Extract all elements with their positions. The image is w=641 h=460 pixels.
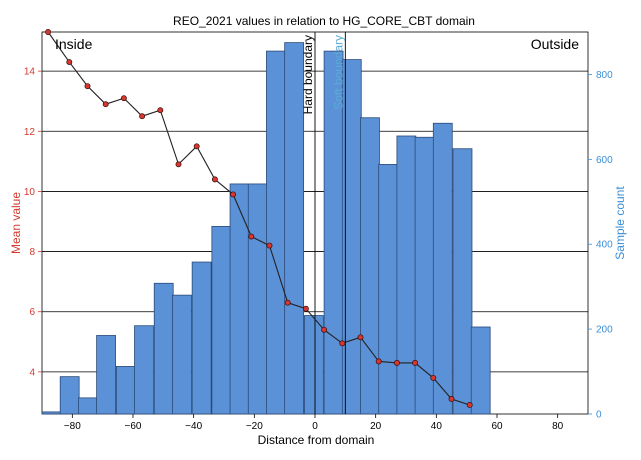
chart-title: REO_2021 values in relation to HG_CORE_C… <box>173 14 475 28</box>
mean-value-point-10 <box>230 191 237 198</box>
histogram-bar-18 <box>378 164 399 415</box>
right-axis-label: Sample count <box>613 186 627 260</box>
histogram-bar-9 <box>211 225 232 415</box>
histogram-bar-6 <box>153 282 174 415</box>
inside-label: Inside <box>55 36 93 52</box>
mean-value-point-22 <box>448 396 455 402</box>
histogram-bar-17 <box>360 117 380 415</box>
mean-value-point-15 <box>321 326 328 333</box>
histogram-bar-4 <box>115 366 136 415</box>
mean-value-point-1 <box>66 59 73 66</box>
histogram-bar-13 <box>284 42 305 415</box>
left-tick-label-4: 4 <box>29 367 35 378</box>
mean-value-point-7 <box>175 161 182 168</box>
mean-value-point-8 <box>193 143 200 150</box>
right-y-axis: 0 200 400 600 800 <box>588 70 613 421</box>
x-tick-label-60: 60 <box>491 421 503 432</box>
histogram-bar-11 <box>247 183 268 415</box>
mean-value-line <box>45 29 473 408</box>
left-tick-label-12: 12 <box>24 127 36 138</box>
x-tick-label-40: 40 <box>431 421 443 432</box>
right-tick-label-800: 800 <box>596 70 613 81</box>
mean-value-point-21 <box>430 374 437 381</box>
histogram-bar-10 <box>229 183 250 415</box>
boundary-label-0: Hard boundary <box>301 35 315 114</box>
histogram-bars <box>41 42 491 415</box>
x-axis: −80 −60 −40 −20 0 20 40 60 80 <box>64 414 564 432</box>
histogram-bar-2 <box>78 397 98 415</box>
x-tick-label-20: 20 <box>370 421 382 432</box>
histogram-bar-14 <box>303 315 324 415</box>
mean-value-point-0 <box>45 29 52 35</box>
mean-value-point-14 <box>302 305 309 312</box>
mean-value-point-3 <box>102 101 109 108</box>
histogram-bar-22 <box>452 148 473 415</box>
mean-value-point-20 <box>412 359 419 366</box>
left-axis-label: Mean value <box>9 192 23 254</box>
mean-value-point-23 <box>466 402 473 408</box>
left-tick-label-10: 10 <box>24 187 36 198</box>
left-y-axis: 4 6 8 10 12 14 <box>24 67 42 378</box>
mean-value-point-19 <box>393 359 400 366</box>
mean-value-point-13 <box>284 299 291 306</box>
histogram-bar-23 <box>470 326 491 415</box>
histogram-bar-0 <box>41 411 62 415</box>
mean-value-point-12 <box>266 242 273 249</box>
mean-value-point-2 <box>84 83 91 90</box>
x-tick-label--40: −40 <box>185 421 202 432</box>
boundary-label-1: Soft boundary <box>331 35 345 110</box>
histogram-bar-12 <box>266 50 286 415</box>
left-tick-label-8: 8 <box>29 247 35 258</box>
histogram-bar-21 <box>432 122 453 415</box>
histogram-bar-5 <box>134 325 154 415</box>
left-tick-label-6: 6 <box>29 307 35 318</box>
histogram-bar-3 <box>96 335 116 415</box>
mean-value-point-17 <box>357 334 364 341</box>
right-tick-label-600: 600 <box>596 155 613 166</box>
outside-label: Outside <box>531 36 579 52</box>
mean-value-point-5 <box>139 113 146 120</box>
histogram-bar-1 <box>59 376 80 415</box>
mean-value-point-4 <box>120 95 127 102</box>
x-tick-label-0: 0 <box>312 421 318 432</box>
histogram-bar-8 <box>191 261 212 415</box>
x-axis-label: Distance from domain <box>258 433 375 447</box>
x-tick-label--60: −60 <box>125 421 142 432</box>
mean-value-point-9 <box>211 176 218 183</box>
mean-value-point-6 <box>157 107 164 114</box>
histogram-bar-7 <box>172 294 192 415</box>
mean-value-point-16 <box>339 340 346 347</box>
left-tick-label-14: 14 <box>24 67 36 78</box>
mean-value-point-18 <box>375 358 382 365</box>
mean-value-point-11 <box>248 233 255 240</box>
right-tick-label-0: 0 <box>596 410 602 421</box>
right-tick-label-400: 400 <box>596 240 613 251</box>
boundary-lines: Hard boundary Soft boundary <box>301 32 346 414</box>
x-tick-label--80: −80 <box>64 421 81 432</box>
histogram-bar-19 <box>396 135 417 415</box>
x-tick-label--20: −20 <box>246 421 263 432</box>
histogram-bar-20 <box>414 136 435 415</box>
x-tick-label-80: 80 <box>552 421 564 432</box>
mean-value-polyline <box>47 31 470 406</box>
right-tick-label-200: 200 <box>596 325 613 336</box>
